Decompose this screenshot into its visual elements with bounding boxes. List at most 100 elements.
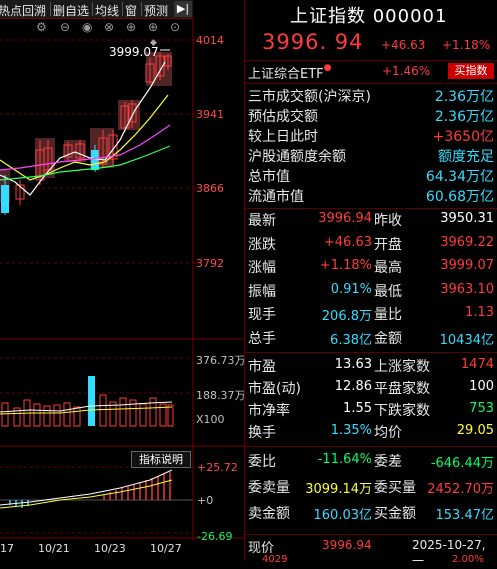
- field-value: 2452.70万: [427, 482, 494, 497]
- field-value: -646.44万: [430, 456, 494, 471]
- field-label: 现手: [248, 307, 276, 323]
- field-label: 买金额: [374, 506, 416, 522]
- field-label: 均价: [374, 425, 402, 441]
- field-label: 委差: [374, 454, 402, 470]
- eye-icon[interactable]: ◉: [82, 20, 93, 34]
- quote-row: 委比 -11.64% 委差 -646.44万: [248, 451, 494, 477]
- field-label: 最新: [248, 213, 276, 229]
- date-label: 10/21: [38, 542, 70, 555]
- divider: [92, 2, 93, 16]
- close-icon[interactable]: ⊗: [104, 20, 115, 34]
- dot-icon[interactable]: ⊙: [170, 20, 181, 34]
- field-value: 3999.07: [440, 258, 494, 273]
- ma-line-magenta: [0, 124, 171, 171]
- etf-label[interactable]: 上证综合ETF●: [248, 63, 332, 82]
- field-value: 3969.22: [440, 234, 494, 250]
- field-label: 市盈(动): [248, 381, 301, 397]
- field-value: 160.03亿: [313, 508, 373, 523]
- divider: [245, 352, 497, 353]
- ma-line-green: [0, 145, 171, 181]
- chart-toolbar: 热点回溯 删自选 均线 窗 预测 ▶|: [0, 0, 193, 19]
- field-value: +1.18%: [319, 258, 372, 273]
- quote-row: 换手 1.35% 均价 29.05: [248, 422, 494, 444]
- quote-row: 最新 3996.94 昨收 3950.31: [248, 210, 494, 234]
- stat-label: 流通市值: [248, 189, 304, 205]
- zoom-in-icon[interactable]: ⊕: [148, 20, 159, 34]
- quote-row: 现手 206.8万 量比 1.13: [248, 304, 494, 328]
- stat-value: 2.36万亿: [434, 89, 494, 105]
- field-value: 753: [469, 401, 494, 416]
- svg-text:◆: ◆: [150, 38, 157, 48]
- tab-forecast[interactable]: 预测: [144, 4, 169, 18]
- gear-icon[interactable]: ⚙: [36, 20, 47, 34]
- stat-value: 额度充足: [438, 149, 494, 165]
- divider: [245, 446, 497, 447]
- stat-value: 60.68万亿: [425, 189, 494, 205]
- divider: [122, 2, 123, 16]
- divider: [245, 60, 497, 61]
- stat-value: 64.34万亿: [425, 169, 494, 185]
- footer-sub-price: 4029: [262, 554, 288, 565]
- order-book-summary: 委比 -11.64% 委差 -646.44万 委卖量 3099.14万 委买量 2452.70…: [248, 451, 494, 529]
- field-label: 总手: [248, 330, 276, 347]
- stat-label: 总市值: [248, 169, 290, 185]
- field-value: 12.86: [334, 379, 372, 394]
- field-value: 3950.31: [440, 211, 494, 226]
- volume-axis-label: 188.37万: [196, 389, 246, 402]
- minus-icon[interactable]: ⊖: [60, 20, 71, 34]
- stat-row: 流通市值 60.68万亿: [248, 186, 494, 206]
- field-label: 卖金额: [248, 506, 290, 522]
- quote-row: 涨幅 +1.18% 最高 3999.07: [248, 257, 494, 281]
- stat-value: 2.36万亿: [434, 109, 494, 125]
- field-value: 153.47亿: [435, 508, 495, 523]
- field-label: 最高: [374, 260, 402, 276]
- macd-bars: [103, 472, 171, 500]
- tab-moving-average[interactable]: 均线: [95, 4, 120, 18]
- footer-price-label: 现价: [248, 541, 275, 556]
- stat-row: 总市值 64.34万亿: [248, 166, 494, 186]
- field-label: 委买量: [374, 480, 416, 496]
- field-value: 0.91%: [330, 281, 372, 297]
- field-label: 换手: [248, 425, 276, 441]
- field-label: 平盘家数: [374, 381, 430, 397]
- divider: [141, 2, 142, 16]
- panel-divider: [244, 0, 245, 561]
- divider: [245, 534, 497, 535]
- field-label: 下跌家数: [374, 403, 430, 419]
- price-change-pct: +1.18%: [442, 38, 491, 52]
- indicator-help-button[interactable]: 指标说明: [131, 451, 191, 468]
- collapse-panel-icon[interactable]: ▶|: [174, 1, 192, 17]
- divider: [245, 83, 497, 84]
- field-value: +46.63: [323, 234, 372, 250]
- valuation-table: 市盈 13.63 上涨家数 1474 市盈(动) 12.86 平盘家数 100 市净率 1.55 下…: [248, 356, 494, 444]
- footer-price: 3996.94: [322, 538, 372, 552]
- field-label: 量比: [374, 307, 402, 323]
- field-value: 1.13: [465, 305, 494, 320]
- stat-label: 沪股通额度余额: [248, 149, 346, 165]
- tab-window[interactable]: 窗: [125, 4, 138, 18]
- stat-label: 较上日此时: [248, 129, 318, 145]
- field-label: 涨跌: [248, 236, 276, 253]
- quote-row: 市盈(动) 12.86 平盘家数 100: [248, 378, 494, 400]
- tab-hot-review[interactable]: 热点回溯: [0, 4, 47, 18]
- remove-watchlist-button[interactable]: 删自选: [53, 4, 90, 18]
- field-value: 1474: [460, 357, 494, 372]
- field-value: 3963.10: [440, 281, 494, 297]
- field-value: 29.05: [456, 423, 494, 438]
- candlestick-series: [1, 52, 172, 215]
- field-value: 1.55: [343, 401, 372, 416]
- zoom-in-icon[interactable]: ⊕: [126, 20, 137, 34]
- field-label: 市盈: [248, 359, 276, 375]
- kline-chart[interactable]: ◆: [0, 0, 245, 561]
- field-value: 13.63: [334, 357, 372, 372]
- buy-index-button[interactable]: 买指数: [448, 63, 494, 79]
- footer-sub-pct: 2.00%: [452, 554, 484, 565]
- ma-line-yellow: [0, 94, 169, 181]
- field-label: 市净率: [248, 403, 290, 419]
- etf-change-pct: +1.46%: [382, 64, 431, 78]
- field-value: 10434亿: [439, 332, 494, 348]
- field-value: 206.8万: [321, 309, 372, 324]
- stat-label: 预估成交额: [248, 109, 318, 125]
- stat-value: +3650亿: [432, 129, 494, 145]
- peak-price-label: 3999.07: [109, 45, 159, 59]
